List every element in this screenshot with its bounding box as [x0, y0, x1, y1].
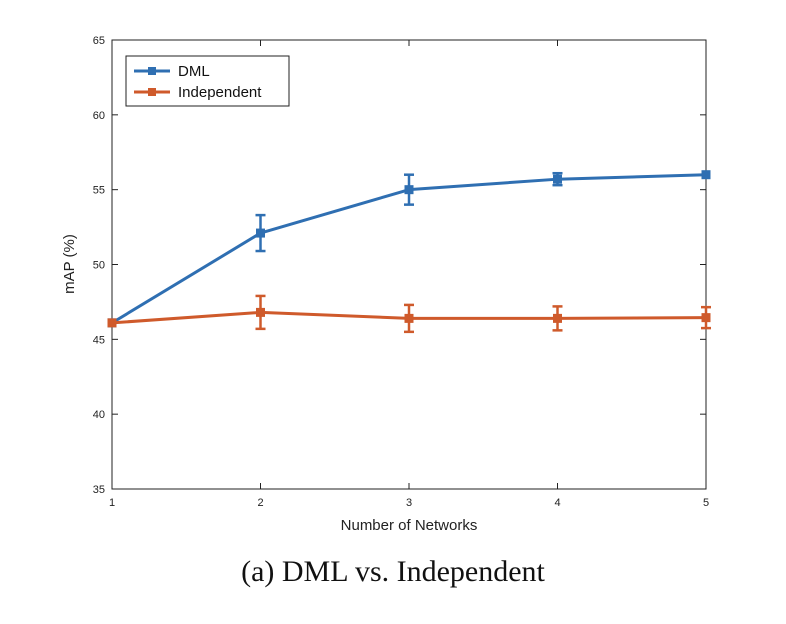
x-tick-label: 4 [554, 497, 560, 509]
figure-caption: (a) DML vs. Independent [241, 555, 545, 588]
series-dml [107, 170, 711, 328]
data-point-independent [701, 313, 711, 323]
y-tick-label: 55 [93, 185, 105, 197]
series-layer [107, 170, 711, 334]
legend-label-dml: DML [178, 63, 210, 80]
plot-frame [111, 39, 707, 490]
x-tick-label: 2 [257, 497, 263, 509]
legend-marker-dml [148, 67, 156, 75]
y-tick-label: 45 [93, 334, 105, 346]
y-tick-label: 65 [93, 35, 105, 47]
y-tick-label: 50 [93, 260, 105, 272]
x-tick-label: 5 [703, 497, 709, 509]
legend: DML Independent [125, 55, 290, 107]
y-tick-label: 60 [93, 110, 105, 122]
data-point-dml [701, 170, 711, 180]
data-point-dml [256, 228, 265, 238]
data-point-independent [107, 318, 117, 328]
data-point-dml [553, 174, 562, 184]
data-point-dml [404, 185, 414, 195]
x-tick-label: 1 [109, 497, 115, 509]
y-axis-title: mAP (%) [61, 234, 78, 294]
x-tick-label: 3 [406, 497, 412, 509]
legend-label-independent: Independent [178, 84, 262, 101]
x-axis-title: Number of Networks [341, 517, 478, 534]
data-point-independent [553, 313, 562, 323]
legend-box [125, 55, 290, 107]
chart: 1 2 3 4 5 35 40 45 50 55 60 65 Number of Networks m… [61, 35, 711, 534]
legend-marker-independent [148, 88, 156, 96]
data-point-independent [256, 307, 265, 317]
series-independent [107, 294, 711, 334]
y-tick-label: 35 [93, 484, 105, 496]
data-point-independent [404, 313, 414, 323]
y-tick-label: 40 [93, 409, 105, 421]
